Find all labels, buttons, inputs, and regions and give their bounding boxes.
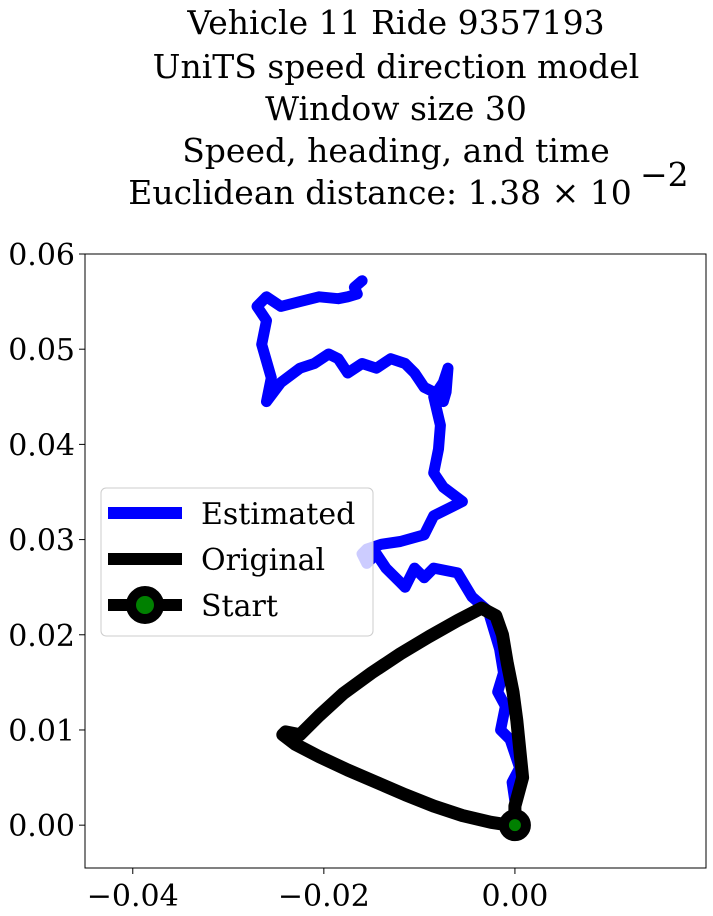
- legend-original-label: Original: [201, 543, 325, 578]
- legend-start-marker: [126, 586, 164, 624]
- x-tick-label: −0.02: [278, 879, 370, 914]
- legend: Estimated Original Start: [100, 487, 374, 637]
- title-line-1: Vehicle 11 Ride 9357193: [186, 3, 604, 42]
- y-tick-label: 0.00: [8, 809, 75, 844]
- title-exponent: −2: [640, 155, 689, 194]
- plot-area: [251, 275, 531, 842]
- legend-estimated-label: Estimated: [201, 497, 355, 532]
- chart-title: Vehicle 11 Ride 9357193 UniTS speed dire…: [128, 3, 688, 212]
- legend-start-label: Start: [201, 589, 278, 624]
- x-tick-label: 0.00: [482, 879, 549, 914]
- series-estimated-line: [251, 275, 526, 807]
- y-tick-label: 0.05: [8, 333, 75, 368]
- axis-ticks: −0.04 −0.02 0.00 0.00 0.01 0.02 0.03 0.04 0.05 0.…: [8, 238, 548, 914]
- y-tick-label: 0.03: [8, 524, 75, 559]
- x-tick-label: −0.04: [87, 879, 179, 914]
- title-line-3: Window size 30: [265, 89, 527, 128]
- title-line-2: UniTS speed direction model: [153, 47, 640, 86]
- y-tick-label: 0.02: [8, 619, 75, 654]
- y-tick-label: 0.01: [8, 714, 75, 749]
- title-line-5: Euclidean distance: 1.38 × 10: [128, 173, 632, 212]
- y-tick-label: 0.04: [8, 428, 75, 463]
- axes-frame: [84, 253, 707, 869]
- title-line-4: Speed, heading, and time: [182, 131, 610, 170]
- series-original-line: [276, 601, 530, 832]
- y-tick-label: 0.06: [8, 238, 75, 273]
- start-point-marker: [498, 809, 531, 842]
